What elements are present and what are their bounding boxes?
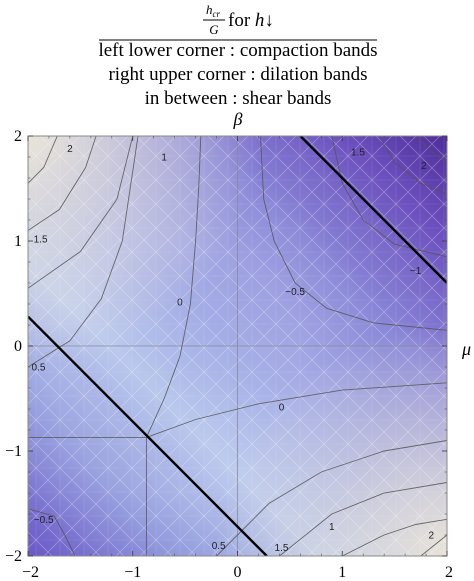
contour-line: [146, 382, 447, 438]
title-suffix: for h↓: [228, 10, 274, 31]
x-tick-label: 0: [234, 564, 242, 581]
contour-line: [420, 534, 447, 556]
ticks: [27, 135, 448, 557]
contour-label: 1.5: [351, 147, 365, 158]
y-axis-label: β: [233, 109, 243, 129]
contour-label: 1: [161, 153, 167, 164]
contour-line: [260, 136, 447, 331]
y-tick-label: 1: [14, 233, 22, 250]
title-line-1: left lower corner : compaction bands: [98, 40, 377, 61]
contour-line: [415, 136, 447, 163]
contour-line: [28, 136, 58, 184]
contour-label: 1.5: [34, 234, 48, 245]
contour-label: 1.5: [275, 543, 289, 554]
plot-area: 2 1 1.5 0.5 0 0 −0.5 −1 1.5 2 −0.5 0.5 1 1.5 2: [28, 136, 447, 556]
y-tick-label: 2: [14, 128, 22, 145]
contour-label: −0.5: [34, 515, 54, 526]
contour-label: −0.5: [285, 287, 305, 298]
bold-boundary-line: [299, 136, 447, 284]
contour-label: 0: [279, 402, 285, 413]
bold-boundary-lines: [28, 136, 447, 556]
y-tick-label: −2: [5, 548, 22, 565]
x-tick-label: 2: [445, 564, 453, 581]
contour-line: [28, 136, 97, 231]
contour-line: [216, 440, 447, 556]
x-tick-label: −1: [124, 564, 141, 581]
contour-label: −1: [410, 266, 422, 277]
contour-label: 2: [429, 531, 435, 542]
title-line-2: right upper corner : dilation bands: [108, 64, 367, 85]
axis-lines: [28, 136, 447, 556]
contour-line: [28, 436, 147, 556]
contour-line: [28, 508, 76, 556]
y-tick-label: −1: [5, 443, 22, 460]
contour-label: 0.5: [32, 363, 46, 374]
title-block: hcr G for h↓ left lower corner : compact…: [98, 2, 377, 109]
contour-line: [342, 518, 447, 556]
title-fraction-numerator: hcr: [206, 2, 220, 19]
contour-label: 2: [421, 161, 427, 172]
x-axis-label: μ: [461, 339, 471, 359]
contour-label: 0.5: [212, 541, 226, 552]
contour-line: [279, 482, 447, 556]
contour-label: 2: [67, 144, 73, 155]
contour-label: 0: [177, 297, 183, 308]
x-tick-label: 1: [338, 564, 346, 581]
contour-line: [28, 136, 139, 368]
contour-line: [378, 136, 447, 195]
contour-line: [28, 136, 134, 289]
y-tick-label: 0: [14, 338, 22, 355]
contour-line: [145, 136, 202, 438]
contour-labels: 2 1 1.5 0.5 0 0 −0.5 −1 1.5 2 −0.5 0.5 1 1.5 2: [32, 144, 435, 554]
tick-labels: −2 −1 0 1 2 −2 −1 0 1 2: [5, 128, 453, 581]
title-fraction-denominator: G: [209, 22, 219, 37]
bold-boundary-line: [28, 315, 268, 556]
contour-label: 1: [329, 522, 335, 533]
title-line-3: in between : shear bands: [145, 88, 332, 109]
x-tick-label: −2: [22, 564, 39, 581]
